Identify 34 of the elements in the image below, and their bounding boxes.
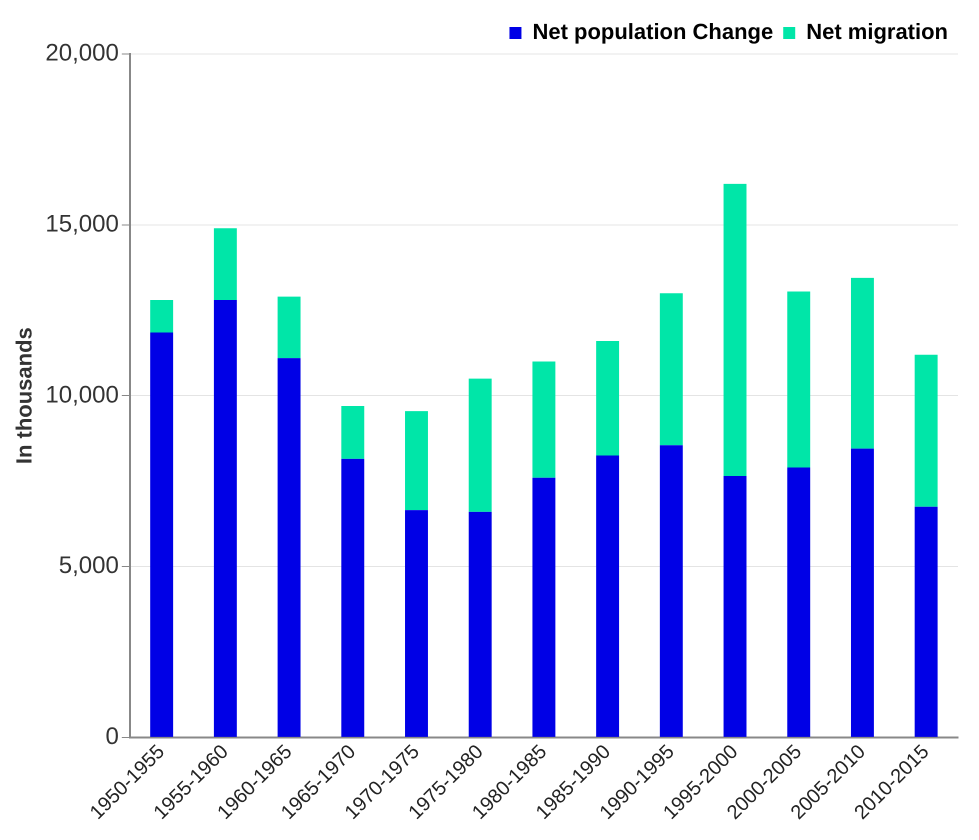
- legend-label: Net population Change: [532, 19, 774, 44]
- y-axis-title: In thousands: [11, 327, 36, 464]
- bar: [150, 332, 174, 737]
- legend-label: Net migration: [806, 19, 948, 44]
- bar: [341, 406, 364, 459]
- bar: [787, 467, 810, 737]
- bar: [214, 300, 237, 737]
- bar: [214, 228, 237, 300]
- bar: [278, 358, 301, 737]
- bar: [914, 506, 938, 737]
- bar: [660, 293, 683, 446]
- y-tick-label: 0: [105, 723, 119, 750]
- bar: [914, 354, 938, 507]
- bar: [850, 278, 874, 449]
- bar: [850, 448, 874, 737]
- bar: [150, 300, 174, 332]
- y-tick-label: 20,000: [45, 40, 119, 67]
- bar: [468, 512, 492, 737]
- bar: [596, 455, 620, 737]
- bar: [724, 184, 746, 476]
- bar: [724, 476, 746, 737]
- bar: [278, 296, 301, 358]
- bar: [405, 411, 428, 510]
- bar: [660, 445, 683, 737]
- bar: [468, 378, 492, 512]
- y-tick-label: 15,000: [45, 210, 119, 238]
- bar: [596, 341, 620, 456]
- bar: [532, 362, 556, 478]
- bar: [341, 458, 364, 737]
- y-tick-label: 5,000: [58, 552, 119, 580]
- y-tick-label: 10,000: [45, 381, 119, 408]
- bar: [787, 291, 810, 468]
- bar: [532, 478, 556, 737]
- bar: [405, 510, 428, 737]
